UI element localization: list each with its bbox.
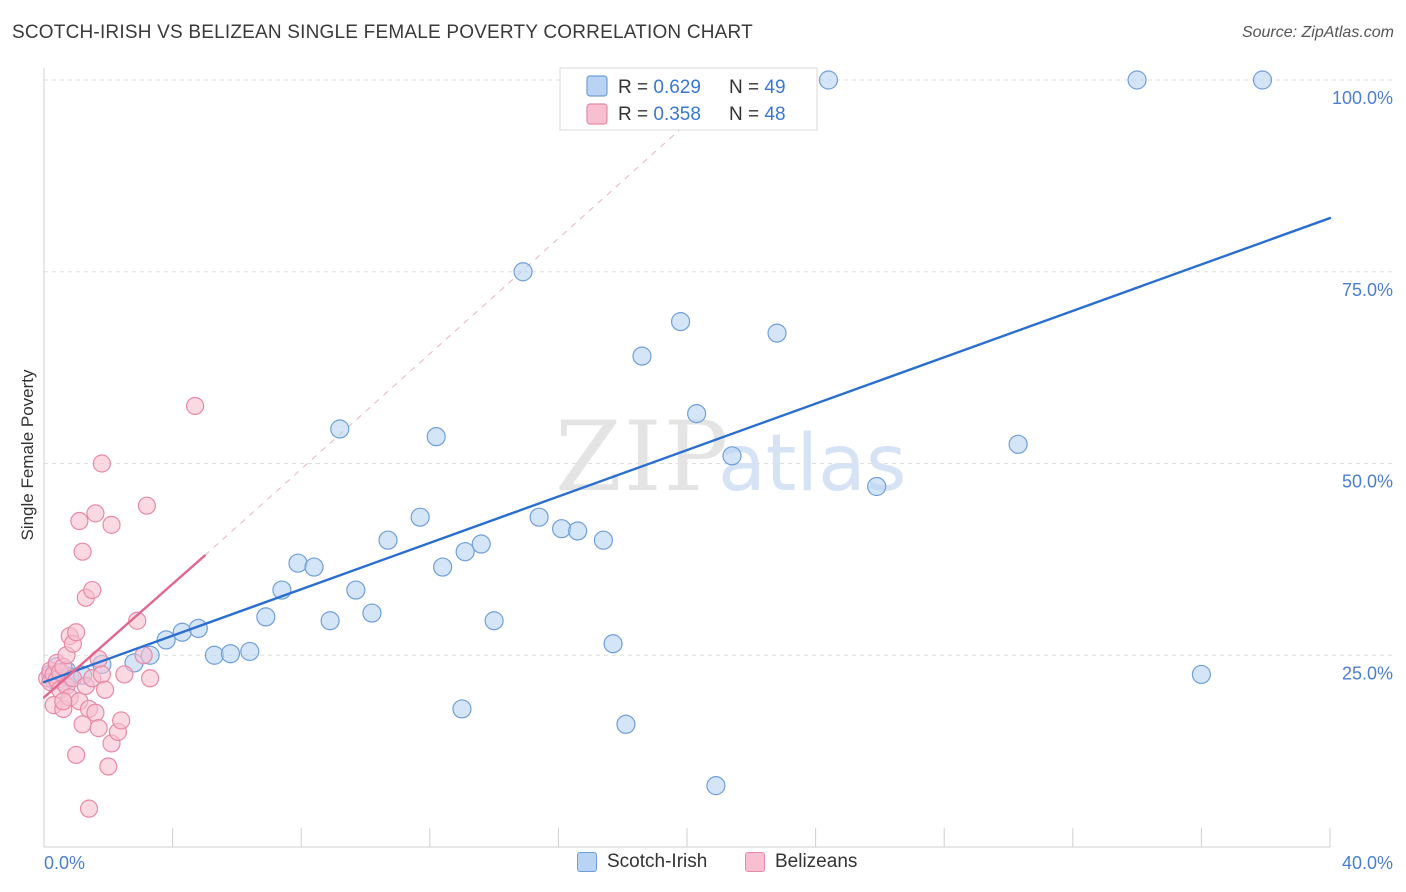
scotch-irish-point	[220, 644, 241, 664]
scotch-irish-point	[484, 611, 504, 631]
legend-n-label: N =	[729, 77, 764, 98]
belizeans-point	[54, 692, 73, 711]
scotch-irish-point	[426, 427, 446, 447]
correlation-legend: R = 0.629 N = 49 R = 0.358 N = 48	[559, 67, 818, 131]
x-tick-label: 0.0%	[44, 853, 85, 873]
scotch-irish-point	[706, 776, 726, 796]
legend-swatch-scotch-irish	[577, 852, 597, 872]
belizeans-point	[83, 580, 102, 600]
scotch-irish-point	[320, 611, 340, 631]
scotch-irish-point	[1127, 70, 1147, 90]
y-tick-label: 25.0%	[1342, 663, 1393, 683]
scotch-irish-point	[304, 557, 324, 577]
y-tick-label: 75.0%	[1342, 280, 1393, 300]
belizeans-point	[89, 719, 108, 738]
legend-r-label: R =	[618, 104, 653, 125]
scotch-irish-point	[330, 419, 350, 439]
scotch-irish-point	[1008, 434, 1028, 454]
y-tick-label: 100.0%	[1332, 88, 1393, 108]
scotch-irish-point	[433, 557, 453, 577]
y-tick-label: 50.0%	[1342, 472, 1393, 492]
scotch-irish-point	[452, 699, 472, 719]
scotch-irish-point	[362, 603, 382, 623]
scotch-irish-point	[471, 534, 491, 554]
scotch-irish-point	[632, 346, 652, 366]
legend-swatch-belizeans	[745, 852, 765, 872]
scotch-irish-point	[593, 530, 614, 550]
legend-n-label: N =	[729, 104, 764, 125]
scotch-irish-point	[1191, 664, 1212, 685]
chart-title: SCOTCH-IRISH VS BELIZEAN SINGLE FEMALE P…	[12, 22, 753, 43]
scotch-irish-point	[568, 521, 588, 541]
scotch-irish-point	[513, 262, 533, 282]
svg-text:N = 49: N = 49	[729, 77, 786, 98]
points-layer	[38, 70, 1273, 818]
svg-text:R = 0.629: R = 0.629	[618, 77, 701, 98]
belizeans-point	[92, 665, 111, 684]
legend-swatch-belizeans	[586, 103, 608, 125]
x-tick-label: 40.0%	[1342, 853, 1393, 873]
legend-item-belizeans[interactable]: Belizeans	[745, 851, 857, 873]
legend-item-scotch-irish[interactable]: Scotch-Irish	[577, 851, 707, 873]
belizeans-point	[92, 454, 111, 473]
belizeans-point	[79, 799, 99, 818]
legend-n-value: 48	[764, 104, 785, 125]
legend-r-label: R =	[618, 77, 653, 98]
scotch-irish-point	[455, 542, 475, 562]
legend-label-scotch-irish: Scotch-Irish	[607, 851, 708, 872]
belizeans-point	[70, 511, 89, 531]
legend-label-belizeans: Belizeans	[775, 851, 858, 872]
scotch-irish-point	[818, 70, 839, 90]
belizeans-point	[186, 396, 205, 416]
scotch-irish-point	[767, 323, 787, 343]
scotch-irish-point	[603, 634, 623, 654]
belizeans-point	[86, 504, 105, 523]
belizeans-point	[102, 515, 121, 534]
belizeans-point	[95, 680, 115, 699]
belizeans-point	[99, 757, 118, 776]
scotch-irish-point	[867, 476, 887, 497]
scotch-irish-point	[204, 645, 224, 665]
scotch-irish-point	[1252, 70, 1273, 90]
svg-text:N = 48: N = 48	[729, 104, 786, 125]
belizeans-point	[140, 669, 160, 688]
belizeans-point	[67, 623, 86, 642]
axis-layer: 25.0% 50.0% 75.0% 100.0% 0.0% 40.0%	[43, 68, 1393, 873]
belizeans-point	[137, 496, 156, 515]
scotch-irish-point	[616, 714, 636, 734]
belizeans-point	[67, 745, 86, 765]
scotch-irish-point	[378, 530, 398, 550]
y-axis-label: Single Female Poverty	[18, 369, 37, 541]
scotch-irish-point	[722, 446, 742, 466]
legend-r-value: 0.629	[653, 77, 701, 98]
scotch-irish-point	[240, 641, 260, 662]
series-legend: Scotch-Irish Belizeans	[0, 851, 1406, 877]
scotch-irish-point	[346, 580, 366, 600]
trend-layer	[42, 216, 1332, 699]
belizeans-point	[112, 711, 131, 730]
scotch-irish-point	[552, 519, 572, 539]
reference-diagonal	[204, 79, 736, 556]
belizeans-point	[86, 703, 105, 722]
scotch-irish-trendline	[42, 216, 1332, 684]
scotch-irish-point	[529, 507, 549, 527]
scotch-irish-point	[288, 553, 308, 573]
scotch-irish-point	[256, 607, 276, 627]
scotch-irish-point	[687, 404, 707, 424]
source-credit: Source: ZipAtlas.com	[1241, 24, 1394, 41]
belizeans-point	[73, 542, 92, 561]
legend-r-value: 0.358	[653, 104, 701, 125]
belizeans-point	[128, 611, 147, 630]
legend-n-value: 49	[764, 77, 785, 98]
svg-text:R = 0.358: R = 0.358	[618, 104, 701, 125]
legend-swatch-scotch-irish	[586, 75, 608, 97]
belizeans-point	[115, 665, 134, 684]
grid-layer	[44, 79, 1392, 656]
belizeans-trendline	[42, 554, 206, 699]
scotch-irish-point	[670, 312, 691, 332]
scotch-irish-point	[410, 507, 430, 527]
